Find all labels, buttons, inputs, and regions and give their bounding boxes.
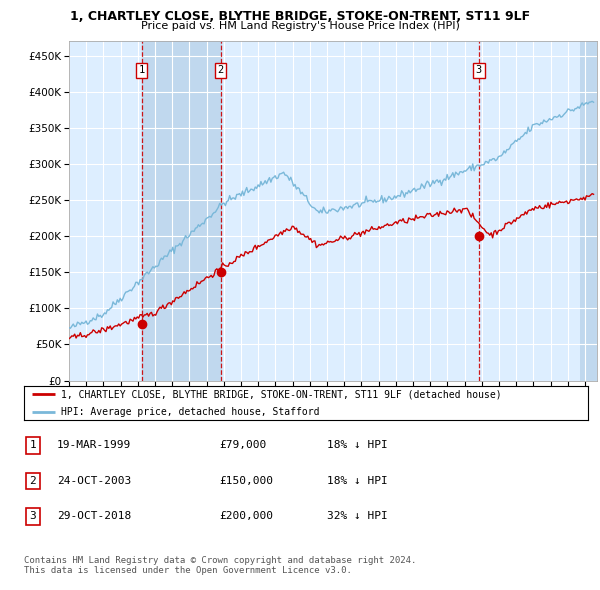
Text: 3: 3 (476, 65, 482, 75)
Text: HPI: Average price, detached house, Stafford: HPI: Average price, detached house, Staf… (61, 407, 319, 417)
Text: £79,000: £79,000 (219, 441, 266, 450)
Bar (142, 41, 221, 381)
Text: 18% ↓ HPI: 18% ↓ HPI (327, 476, 388, 486)
Text: 2: 2 (29, 476, 37, 486)
Text: Contains HM Land Registry data © Crown copyright and database right 2024.
This d: Contains HM Land Registry data © Crown c… (24, 556, 416, 575)
Text: 3: 3 (29, 512, 37, 521)
Text: 32% ↓ HPI: 32% ↓ HPI (327, 512, 388, 521)
Text: 2: 2 (218, 65, 224, 75)
Text: 29-OCT-2018: 29-OCT-2018 (57, 512, 131, 521)
Bar (580, 41, 600, 381)
Text: £200,000: £200,000 (219, 512, 273, 521)
Text: 1: 1 (139, 65, 145, 75)
Text: 18% ↓ HPI: 18% ↓ HPI (327, 441, 388, 450)
Text: 1, CHARTLEY CLOSE, BLYTHE BRIDGE, STOKE-ON-TRENT, ST11 9LF (detached house): 1, CHARTLEY CLOSE, BLYTHE BRIDGE, STOKE-… (61, 389, 501, 399)
Text: 24-OCT-2003: 24-OCT-2003 (57, 476, 131, 486)
Text: 1, CHARTLEY CLOSE, BLYTHE BRIDGE, STOKE-ON-TRENT, ST11 9LF: 1, CHARTLEY CLOSE, BLYTHE BRIDGE, STOKE-… (70, 10, 530, 23)
Text: Price paid vs. HM Land Registry's House Price Index (HPI): Price paid vs. HM Land Registry's House … (140, 21, 460, 31)
Text: £150,000: £150,000 (219, 476, 273, 486)
Text: 19-MAR-1999: 19-MAR-1999 (57, 441, 131, 450)
Text: 1: 1 (29, 441, 37, 450)
